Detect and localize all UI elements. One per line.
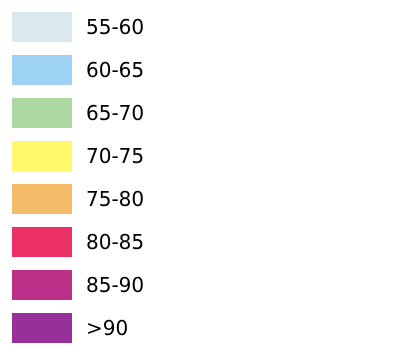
legend-swatch [12, 270, 72, 300]
legend-label: 65-70 [86, 101, 145, 125]
legend-item-55-60: 55-60 [12, 12, 212, 42]
legend-label: 85-90 [86, 273, 145, 297]
legend-label: 70-75 [86, 144, 145, 168]
legend-label: 75-80 [86, 187, 145, 211]
legend-swatch [12, 141, 72, 171]
legend-swatch [12, 12, 72, 42]
legend-item-85-90: 85-90 [12, 270, 212, 300]
legend-label: 60-65 [86, 58, 145, 82]
legend-swatch [12, 227, 72, 257]
legend-swatch [12, 313, 72, 343]
legend-item-75-80: 75-80 [12, 184, 212, 214]
legend-label: 80-85 [86, 230, 145, 254]
legend-item-80-85: 80-85 [12, 227, 212, 257]
legend-swatch [12, 184, 72, 214]
legend-item-65-70: 65-70 [12, 98, 212, 128]
legend-label: >90 [86, 316, 129, 340]
legend-swatch [12, 98, 72, 128]
legend-item-60-65: 60-65 [12, 55, 212, 85]
legend-item-70-75: 70-75 [12, 141, 212, 171]
legend-item-over-90: >90 [12, 313, 212, 343]
legend-label: 55-60 [86, 15, 145, 39]
legend-swatch [12, 55, 72, 85]
cropped-legend-title [12, 0, 352, 3]
